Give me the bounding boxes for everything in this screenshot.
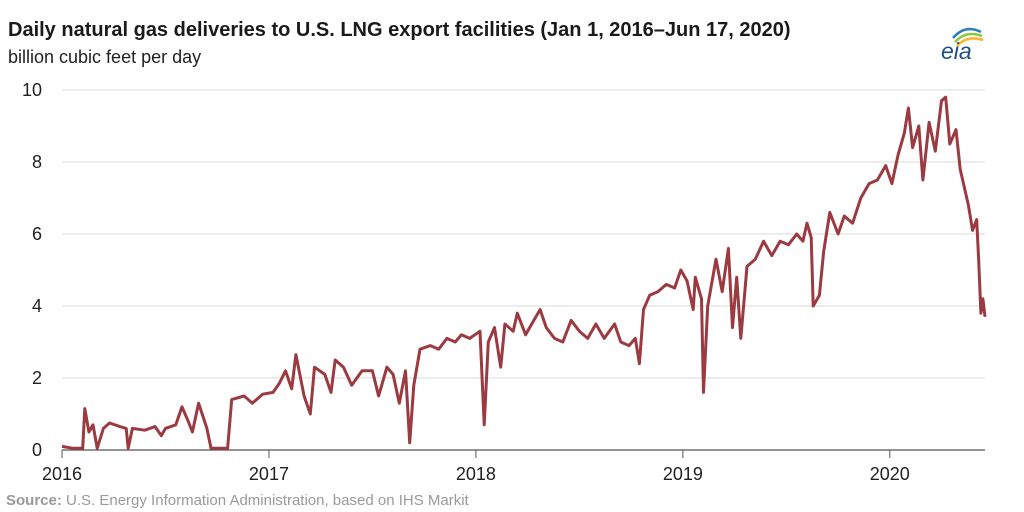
source-text: U.S. Energy Information Administration, … [61,492,469,509]
x-tick-label: 2018 [456,464,496,484]
y-axis-ticks: 0 2 4 6 8 10 [22,80,42,460]
x-tick-label: 2017 [249,464,289,484]
y-tick-label: 4 [32,296,42,316]
y-tick-label: 10 [22,80,42,100]
series-line [61,95,987,450]
y-tick-label: 8 [32,152,42,172]
x-tick-label: 2019 [663,464,703,484]
y-tick-label: 2 [32,368,42,388]
x-tick-label: 2020 [870,464,910,484]
logo-text: eia [941,38,972,64]
grid-lines [62,89,985,379]
source-label: Source: [6,492,62,509]
chart-title: Daily natural gas deliveries to U.S. LNG… [8,19,791,41]
y-tick-label: 6 [32,224,42,244]
chart-subtitle: billion cubic feet per day [8,47,202,67]
y-tick-label: 0 [32,440,42,460]
x-axis-ticks: 2016 2017 2018 2019 2020 [42,450,910,484]
x-tick-label: 2016 [42,464,82,484]
source-note: Source: U.S. Energy Information Administ… [6,492,469,509]
eia-logo [935,20,990,70]
eia-logo-icon [952,27,984,47]
